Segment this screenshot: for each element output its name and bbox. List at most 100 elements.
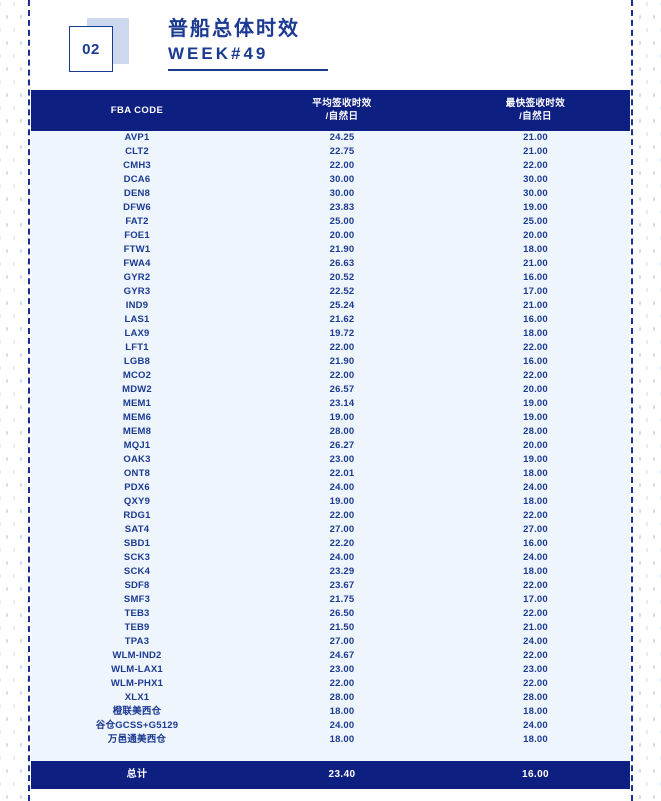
total-avg-value: 23.40 — [243, 761, 441, 789]
row-fba-code: 谷仓GCSS+G5129 — [95, 720, 179, 731]
row-avg-delivery: 22.00 — [329, 510, 355, 521]
row-fba-code: RDG1 — [123, 510, 151, 521]
row-avg-delivery: 23.00 — [329, 454, 355, 465]
row-avg-delivery: 23.00 — [329, 664, 355, 675]
row-fastest-delivery: 22.00 — [523, 608, 548, 619]
row-fastest-delivery: 24.00 — [523, 720, 548, 731]
row-fastest-delivery: 24.00 — [523, 636, 548, 647]
row-avg-delivery: 18.00 — [329, 706, 355, 717]
column-header-fastest-delivery-line1: 最快签收时效 — [505, 98, 566, 109]
column-header-fastest-delivery: 最快签收时效 /自然日 — [441, 90, 630, 131]
row-fba-code: FOE1 — [124, 230, 150, 241]
row-fastest-delivery: 21.00 — [523, 258, 548, 269]
row-fastest-delivery: 19.00 — [523, 454, 548, 465]
row-avg-delivery: 24.00 — [329, 720, 355, 731]
table-bottom-spacer-cell — [31, 747, 630, 761]
row-avg-delivery: 22.20 — [329, 538, 355, 549]
table-row: WLM-PHX1 22.00 22.00 — [31, 677, 630, 691]
row-avg-delivery: 22.01 — [329, 468, 355, 479]
row-fastest-delivery: 22.00 — [523, 510, 548, 521]
row-fastest-delivery: 16.00 — [523, 272, 548, 283]
row-fba-code: MEM8 — [122, 426, 152, 437]
row-fastest-delivery: 25.00 — [523, 216, 548, 227]
page-title: 普船总体时效 — [168, 18, 300, 40]
row-fba-code: WLM-PHX1 — [110, 678, 164, 689]
row-avg-delivery: 22.00 — [329, 160, 355, 171]
table-row: FOE1 20.00 20.00 — [31, 229, 630, 243]
row-fastest-delivery: 18.00 — [523, 566, 548, 577]
row-fastest-delivery: 27.00 — [523, 524, 548, 535]
row-fba-code: TEB3 — [124, 608, 150, 619]
row-fastest-delivery: 21.00 — [523, 146, 548, 157]
row-avg-delivery: 26.50 — [329, 608, 355, 619]
table-row: MEM6 19.00 19.00 — [31, 411, 630, 425]
row-fba-code: CMH3 — [123, 160, 151, 171]
row-avg-delivery: 30.00 — [329, 174, 355, 185]
total-row: 总计 23.40 16.00 — [31, 761, 630, 789]
row-fba-code: SMF3 — [123, 594, 151, 605]
row-avg-delivery: 26.63 — [329, 258, 355, 269]
table-row: MEM8 28.00 28.00 — [31, 425, 630, 439]
row-fastest-delivery: 28.00 — [523, 426, 548, 437]
row-avg-delivery: 21.90 — [329, 356, 355, 367]
row-fba-code: GYR2 — [123, 272, 151, 283]
row-fastest-delivery: 22.00 — [523, 342, 548, 353]
row-fba-code: LFT1 — [125, 342, 149, 353]
table-row: FTW1 21.90 18.00 — [31, 243, 630, 257]
table-row: QXY9 19.00 18.00 — [31, 495, 630, 509]
row-fastest-delivery: 17.00 — [523, 286, 548, 297]
row-fastest-delivery: 18.00 — [523, 328, 548, 339]
table-row: GYR3 22.52 17.00 — [31, 285, 630, 299]
row-avg-delivery: 25.24 — [329, 300, 355, 311]
section-header: 02 普船总体时效 WEEK#49 — [31, 0, 630, 88]
row-fba-code: FTW1 — [123, 244, 151, 255]
row-fba-code: DCA6 — [123, 174, 151, 185]
row-fba-code: GYR3 — [123, 286, 151, 297]
row-fastest-delivery: 21.00 — [523, 132, 548, 143]
row-avg-delivery: 21.75 — [329, 594, 355, 605]
row-fba-code: MEM6 — [122, 412, 152, 423]
table-row: DFW6 23.83 19.00 — [31, 201, 630, 215]
table-row: MEM1 23.14 19.00 — [31, 397, 630, 411]
table-row: TPA3 27.00 24.00 — [31, 635, 630, 649]
row-fastest-delivery: 19.00 — [523, 398, 548, 409]
row-fastest-delivery: 16.00 — [523, 356, 548, 367]
table-header-row: FBA CODE 平均签收时效 /自然日 最快签收时效 /自然日 — [31, 90, 630, 131]
row-fba-code: MDW2 — [122, 384, 152, 395]
row-fba-code: TEB9 — [124, 622, 150, 633]
table-row: FAT2 25.00 25.00 — [31, 215, 630, 229]
row-fastest-delivery: 22.00 — [523, 160, 548, 171]
row-avg-delivery: 24.67 — [329, 650, 355, 661]
column-header-avg-delivery-line1: 平均签收时效 — [312, 98, 372, 109]
row-fastest-delivery: 16.00 — [523, 314, 548, 325]
row-avg-delivery: 24.25 — [329, 132, 355, 143]
column-header-avg-delivery: 平均签收时效 /自然日 — [243, 90, 441, 131]
table-row: 万邑通美西仓 18.00 18.00 — [31, 733, 630, 747]
right-dot-pattern — [633, 0, 661, 801]
row-fba-code: IND9 — [125, 300, 149, 311]
row-fastest-delivery: 22.00 — [523, 678, 548, 689]
row-fastest-delivery: 18.00 — [523, 468, 548, 479]
row-avg-delivery: 23.83 — [329, 202, 355, 213]
row-fastest-delivery: 20.00 — [523, 230, 548, 241]
table-row: TEB9 21.50 21.00 — [31, 621, 630, 635]
row-fba-code: LGB8 — [123, 356, 151, 367]
row-fastest-delivery: 20.00 — [523, 440, 548, 451]
row-fastest-delivery: 23.00 — [523, 664, 548, 675]
table-row: 谷仓GCSS+G5129 24.00 24.00 — [31, 719, 630, 733]
row-fba-code: MEM1 — [122, 398, 152, 409]
page-subtitle: WEEK#49 — [168, 44, 269, 63]
column-header-fba-code: FBA CODE — [31, 90, 243, 131]
row-avg-delivery: 26.27 — [329, 440, 355, 451]
row-fba-code: FAT2 — [125, 216, 149, 227]
row-fastest-delivery: 22.00 — [523, 370, 548, 381]
table-row: PDX6 24.00 24.00 — [31, 481, 630, 495]
table-row: XLX1 28.00 28.00 — [31, 691, 630, 705]
row-avg-delivery: 19.72 — [329, 328, 355, 339]
row-fba-code: DEN8 — [123, 188, 151, 199]
table-body: AVP1 24.25 21.00 CLT2 22.75 21.00 CMH3 22.00 22.… — [31, 131, 630, 761]
row-avg-delivery: 21.50 — [329, 622, 355, 633]
table-row: MQJ1 26.27 20.00 — [31, 439, 630, 453]
badge-outline-square: 02 — [69, 26, 113, 72]
row-avg-delivery: 20.52 — [329, 272, 355, 283]
